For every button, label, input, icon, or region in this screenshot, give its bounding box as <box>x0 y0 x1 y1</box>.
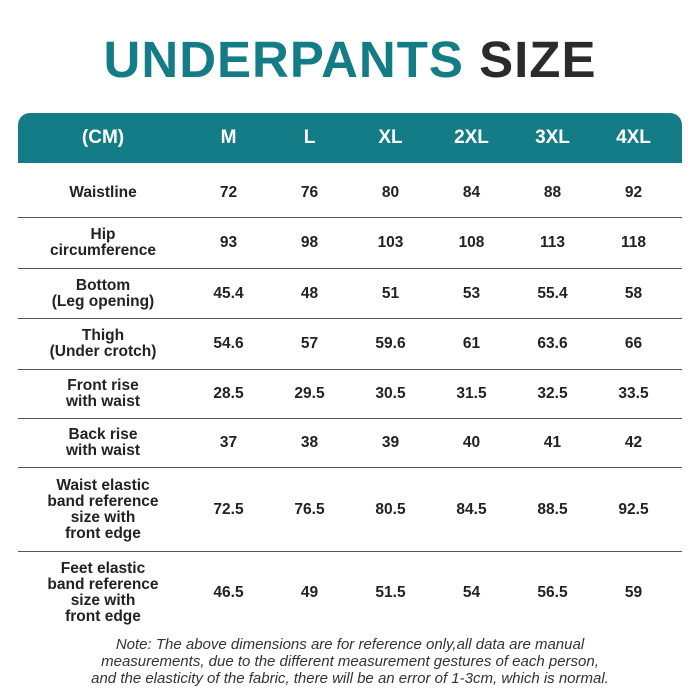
value-cell: 57 <box>300 335 319 352</box>
value-cell: 48 <box>300 284 319 302</box>
row-label: Bottom (Leg opening) <box>51 276 155 310</box>
header-cell: L <box>303 127 316 148</box>
value-cell: 66 <box>624 335 643 352</box>
value-cell: 41 <box>543 434 562 451</box>
header-cell: (CM) <box>81 127 125 148</box>
header-cell: M <box>220 127 237 148</box>
value-cell: 103 <box>377 234 404 251</box>
value-cell: 49 <box>300 584 319 601</box>
value-cell: 72 <box>219 183 238 201</box>
title-part: SIZE <box>479 31 597 88</box>
value-cell: 56.5 <box>537 584 568 601</box>
value-cell: 38 <box>300 434 319 451</box>
table-row: Front rise with waist 28.5 29.5 30.5 31.5 32.… <box>18 370 682 419</box>
row-label: Hip circumference <box>50 226 156 259</box>
title: UNDERPANTS SIZE <box>0 30 700 89</box>
row-label: Waist elastic band reference size with f… <box>47 476 159 542</box>
header-cell: 4XL <box>616 127 651 148</box>
value-cell: 32.5 <box>537 385 568 402</box>
value-cell: 33.5 <box>618 385 649 402</box>
value-cell: 58 <box>624 284 643 302</box>
value-cell: 118 <box>620 234 646 251</box>
value-cell: 29.5 <box>294 385 325 402</box>
row-label: Waistline <box>69 183 137 201</box>
value-cell: 88.5 <box>537 500 568 518</box>
value-cell: 40 <box>462 434 481 451</box>
value-cell: 39 <box>381 434 400 451</box>
value-cell: 93 <box>219 234 238 251</box>
row-label: Back rise with waist <box>65 426 141 459</box>
value-cell: 80.5 <box>375 500 406 518</box>
header-row: (CM) M L XL 2XL 3XL 4XL <box>18 113 682 163</box>
value-cell: 28.5 <box>213 385 244 402</box>
row-label: Feet elastic band reference size with fr… <box>47 560 159 625</box>
value-cell: 55.4 <box>537 284 568 302</box>
value-cell: 113 <box>539 234 565 251</box>
value-cell: 80 <box>381 183 400 201</box>
value-cell: 51.5 <box>375 584 406 601</box>
value-cell: 31.5 <box>456 385 487 402</box>
size-table: (CM) M L XL 2XL 3XL 4XL Waistline 72 76 80 84 88 92 Hi… <box>18 113 682 634</box>
value-cell: 72.5 <box>213 500 244 518</box>
value-cell: 30.5 <box>375 385 406 402</box>
header-cell: 2XL <box>454 127 489 148</box>
table-row: Thigh (Under crotch) 54.6 57 59.6 61 63.6 66 <box>18 319 682 370</box>
header-cell: 3XL <box>535 127 570 148</box>
value-cell: 59.6 <box>375 335 406 352</box>
value-cell: 84.5 <box>456 500 487 518</box>
value-cell: 53 <box>462 284 481 302</box>
value-cell: 98 <box>300 234 319 251</box>
value-cell: 92.5 <box>618 500 649 518</box>
value-cell: 54.6 <box>213 335 244 352</box>
value-cell: 61 <box>462 335 481 352</box>
table-row: Waist elastic band reference size with f… <box>18 468 682 552</box>
value-cell: 45.4 <box>213 284 244 302</box>
row-label: Thigh (Under crotch) <box>49 327 157 360</box>
value-cell: 54 <box>462 584 481 601</box>
value-cell: 42 <box>624 434 643 451</box>
table-row: Hip circumference 93 98 103 108 113 118 <box>18 218 682 269</box>
title-part: UNDERPANTS <box>103 31 464 88</box>
table-row: Back rise with waist 37 38 39 40 41 42 <box>18 419 682 468</box>
table-row: Bottom (Leg opening) 45.4 48 51 53 55.4 58 <box>18 269 682 319</box>
value-cell: 88 <box>543 183 562 201</box>
row-label: Front rise with waist <box>65 377 141 410</box>
header-cell: XL <box>378 127 403 148</box>
value-cell: 108 <box>458 234 485 251</box>
value-cell: 76.5 <box>294 500 325 518</box>
value-cell: 76 <box>300 183 319 201</box>
value-cell: 51 <box>381 284 400 302</box>
table-row: Feet elastic band reference size with fr… <box>18 552 682 634</box>
value-cell: 46.5 <box>213 584 244 601</box>
table-row: Waistline 72 76 80 84 88 92 <box>18 168 682 218</box>
value-cell: 59 <box>624 584 643 601</box>
value-cell: 63.6 <box>537 335 568 352</box>
value-cell: 84 <box>462 183 481 201</box>
value-cell: 37 <box>219 434 238 451</box>
note: Note: The above dimensions are for refer… <box>91 636 609 687</box>
value-cell: 92 <box>624 183 643 201</box>
